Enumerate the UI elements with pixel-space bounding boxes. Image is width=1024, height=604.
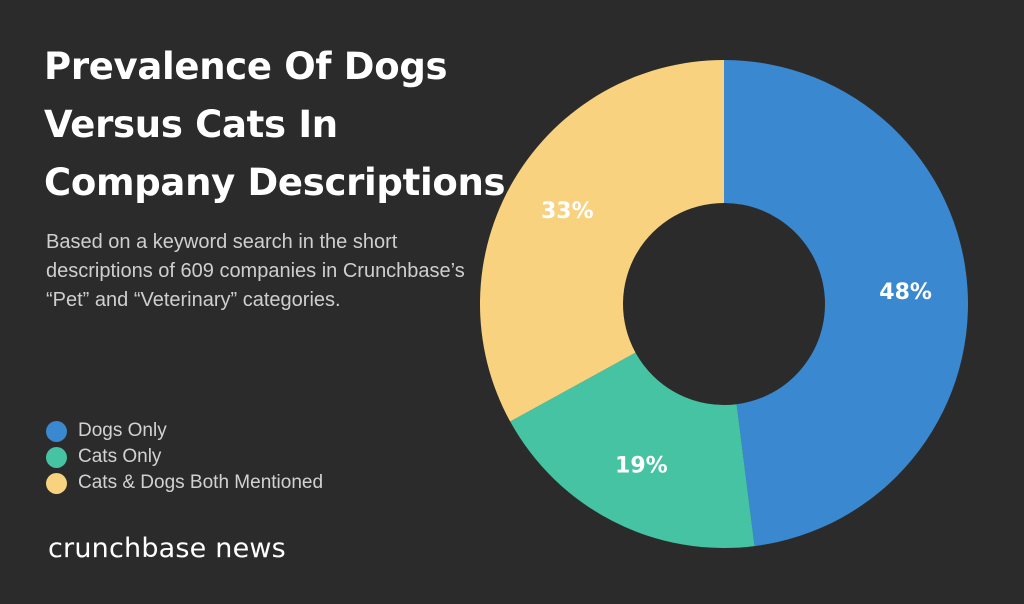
chart-subtitle: Based on a keyword search in the short d… bbox=[46, 231, 465, 311]
crunchbase-news-logo: crunchbase news bbox=[48, 533, 286, 564]
donut-slice-both bbox=[480, 60, 724, 422]
chart-title-line-3: Company Descriptions bbox=[44, 161, 506, 204]
legend-item-cats: Cats Only bbox=[46, 444, 323, 470]
donut-chart: 48% 19% 33% bbox=[480, 60, 969, 548]
legend-item-dogs: Dogs Only bbox=[46, 418, 323, 444]
legend-label-cats: Cats Only bbox=[78, 446, 162, 467]
legend-swatch-cats bbox=[46, 446, 67, 468]
chart-title-line-1: Prevalence Of Dogs bbox=[44, 45, 448, 88]
legend-swatch-both bbox=[46, 472, 67, 494]
chart-legend: Dogs Only Cats Only Cats & Dogs Both Men… bbox=[46, 418, 323, 496]
legend-swatch-dogs bbox=[46, 420, 67, 442]
chart-title: Prevalence Of Dogs Versus Cats In Compan… bbox=[44, 38, 506, 212]
donut-slice-cats bbox=[510, 352, 755, 548]
legend-label-dogs: Dogs Only bbox=[78, 420, 167, 441]
slice-label-dogs: 48% bbox=[879, 280, 932, 305]
slice-label-both: 33% bbox=[541, 199, 594, 224]
slice-label-cats: 19% bbox=[615, 454, 668, 479]
chart-title-line-2: Versus Cats In bbox=[44, 103, 338, 146]
donut-slice-dogs bbox=[724, 60, 969, 547]
legend-item-both: Cats & Dogs Both Mentioned bbox=[46, 470, 323, 496]
legend-label-both: Cats & Dogs Both Mentioned bbox=[78, 472, 324, 493]
